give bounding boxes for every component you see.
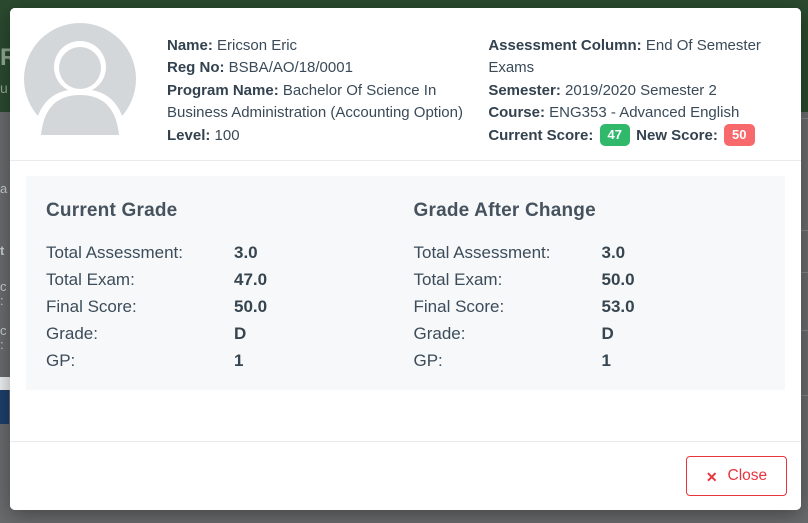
backdrop-table-line bbox=[801, 230, 808, 231]
student-info-header: Name: Ericson Eric Reg No: BSBA/AO/18/00… bbox=[10, 8, 801, 161]
row-label: Final Score: bbox=[46, 297, 137, 316]
course-label: Course: bbox=[488, 104, 545, 122]
backdrop-text-fragment: R bbox=[0, 44, 10, 70]
close-button[interactable]: ✕ Close bbox=[686, 456, 787, 496]
row-label: Total Assessment: bbox=[413, 243, 551, 262]
row-value: 3.0 bbox=[601, 243, 626, 262]
grade-change-modal: Name: Ericson Eric Reg No: BSBA/AO/18/00… bbox=[10, 8, 801, 510]
row-label: GP: bbox=[46, 351, 76, 370]
modal-footer: ✕ Close bbox=[10, 441, 801, 510]
grade-row-total-exam: Total Exam: 47.0 bbox=[46, 266, 398, 293]
grade-row-gp: GP: 1 bbox=[46, 347, 398, 374]
grade-row-final-score: Final Score: 50.0 bbox=[46, 293, 398, 320]
grade-row-total-assessment: Total Assessment: 3.0 bbox=[46, 239, 398, 266]
program-value: Bachelor Of Science In Business Administ… bbox=[167, 81, 463, 122]
backdrop-table-line bbox=[801, 330, 808, 331]
grade-after-change-title: Grade After Change bbox=[413, 200, 596, 221]
row-label: Grade: bbox=[46, 324, 98, 343]
row-label: Total Assessment: bbox=[46, 243, 184, 262]
course-value: ENG353 - Advanced English bbox=[549, 104, 740, 122]
grade-row-total-exam: Total Exam: 50.0 bbox=[414, 266, 766, 293]
row-value: 50.0 bbox=[601, 270, 635, 289]
backdrop-blue-button-edge bbox=[0, 390, 9, 424]
student-regno-line: Reg No: BSBA/AO/18/0001 bbox=[167, 57, 483, 79]
row-value: D bbox=[601, 324, 614, 343]
backdrop-text-fragment: c bbox=[0, 279, 7, 294]
row-value: D bbox=[234, 324, 247, 343]
program-label: Program Name: bbox=[167, 81, 279, 99]
grade-after-change-section: Grade After Change Total Assessment: 3.0… bbox=[414, 200, 766, 390]
regno-value: BSBA/AO/18/0001 bbox=[228, 59, 353, 77]
scores-line: Current Score: 47 New Score: 50 bbox=[488, 123, 783, 147]
backdrop-text-fragment: c bbox=[0, 323, 7, 338]
row-value: 3.0 bbox=[234, 243, 258, 262]
grade-row-total-assessment: Total Assessment: 3.0 bbox=[414, 239, 766, 266]
row-label: Final Score: bbox=[413, 297, 505, 316]
current-grade-section: Current Grade Total Assessment: 3.0 Tota… bbox=[46, 200, 398, 390]
grade-row-grade: Grade: D bbox=[414, 320, 766, 347]
grade-comparison-panel: Current Grade Total Assessment: 3.0 Tota… bbox=[26, 176, 785, 390]
backdrop-text-fragment: : bbox=[0, 337, 4, 352]
semester-value: 2019/2020 Semester 2 bbox=[565, 81, 717, 99]
grade-row-final-score: Final Score: 53.0 bbox=[414, 293, 766, 320]
backdrop-text-fragment: u bbox=[0, 80, 8, 96]
assessment-column-line: Assessment Column: End Of Semester Exams bbox=[488, 35, 783, 80]
backdrop-table-line bbox=[801, 118, 808, 119]
row-value: 1 bbox=[234, 351, 244, 370]
semester-label: Semester: bbox=[488, 81, 561, 99]
assessment-details: Assessment Column: End Of Semester Exams… bbox=[488, 35, 783, 147]
name-value: Ericson Eric bbox=[217, 37, 298, 54]
row-value: 47.0 bbox=[234, 270, 268, 289]
current-grade-title: Current Grade bbox=[46, 200, 178, 221]
backdrop-table-line bbox=[801, 272, 808, 273]
row-value: 53.0 bbox=[601, 297, 635, 316]
backdrop-text-fragment: t bbox=[0, 243, 5, 258]
student-level-line: Level: 100 bbox=[167, 125, 483, 147]
backdrop-page-row bbox=[0, 377, 10, 390]
current-score-badge: 47 bbox=[599, 123, 630, 146]
regno-label: Reg No: bbox=[167, 59, 225, 77]
row-label: GP: bbox=[413, 351, 443, 370]
grade-row-grade: Grade: D bbox=[46, 320, 398, 347]
row-value: 50.0 bbox=[234, 297, 268, 316]
student-avatar bbox=[24, 23, 136, 135]
row-label: Grade: bbox=[413, 324, 466, 343]
name-label: Name: bbox=[167, 37, 213, 54]
row-label: Total Exam: bbox=[46, 270, 135, 289]
new-score-label: New Score: bbox=[636, 126, 718, 144]
course-line: Course: ENG353 - Advanced English bbox=[488, 102, 783, 124]
level-label: Level: bbox=[167, 126, 211, 144]
backdrop-text-fragment: a bbox=[0, 181, 8, 196]
semester-line: Semester: 2019/2020 Semester 2 bbox=[488, 80, 783, 102]
backdrop-table-line bbox=[801, 395, 808, 396]
student-program-line: Program Name: Bachelor Of Science In Bus… bbox=[167, 80, 483, 125]
student-details: Name: Ericson Eric Reg No: BSBA/AO/18/00… bbox=[167, 35, 483, 147]
current-score-label: Current Score: bbox=[488, 126, 594, 144]
level-value: 100 bbox=[214, 126, 240, 144]
close-button-label: Close bbox=[727, 467, 768, 484]
assessment-column-label: Assessment Column: bbox=[488, 37, 642, 54]
assessment-column-value: End Of Semester Exams bbox=[488, 37, 761, 77]
row-label: Total Exam: bbox=[413, 270, 503, 289]
backdrop-text-fragment: : bbox=[0, 293, 4, 308]
grade-row-gp: GP: 1 bbox=[414, 347, 766, 374]
student-name-line: Name: Ericson Eric bbox=[167, 35, 483, 57]
close-x-icon: ✕ bbox=[705, 468, 718, 485]
row-value: 1 bbox=[601, 351, 611, 370]
new-score-badge: 50 bbox=[724, 123, 755, 146]
